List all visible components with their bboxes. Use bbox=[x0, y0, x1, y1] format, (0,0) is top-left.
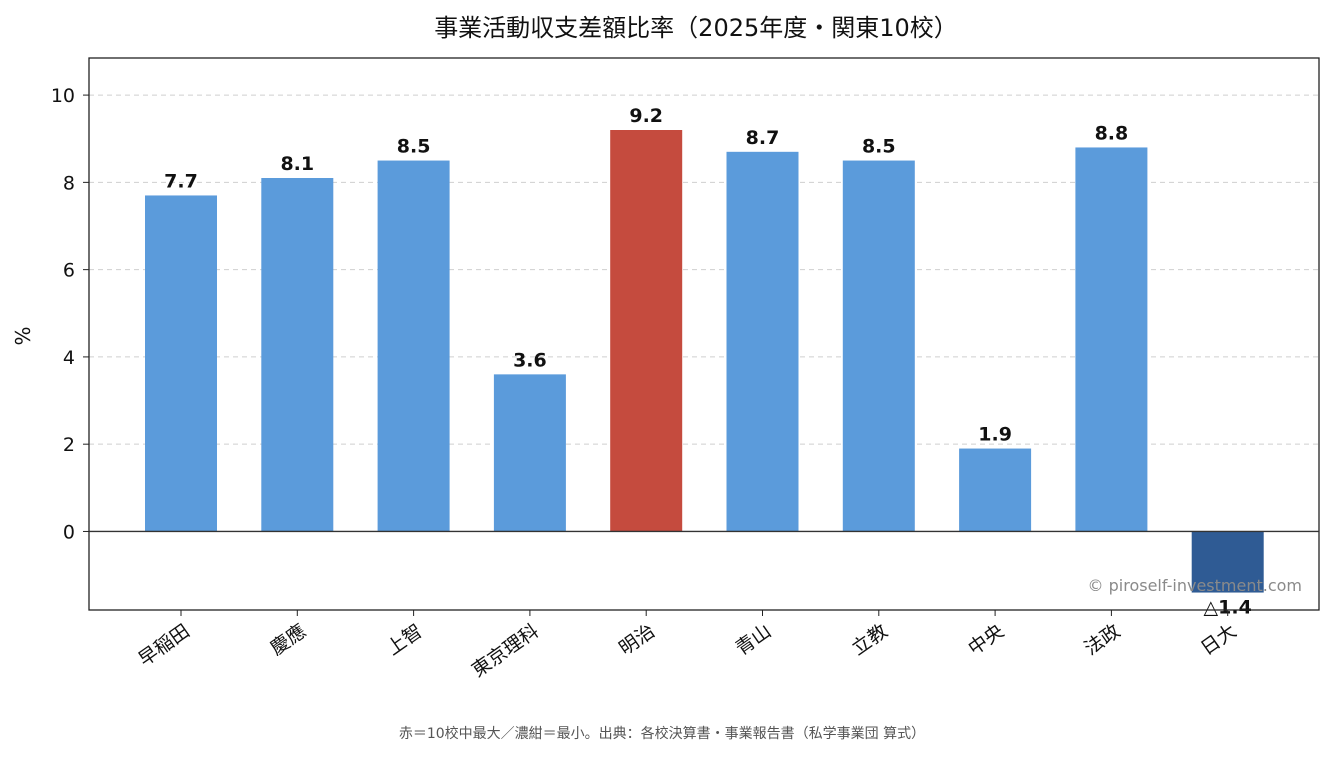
bar bbox=[1075, 147, 1148, 532]
footnote: 赤＝10校中最大／濃紺＝最小。出典：各校決算書・事業報告書（私学事業団 算式） bbox=[399, 725, 925, 742]
x-tick-label: 明治 bbox=[615, 620, 659, 660]
y-axis-label: % bbox=[11, 326, 35, 345]
bar-value-label: 7.7 bbox=[164, 170, 198, 192]
bars: 7.7 8.1 8.5 3.6 9.2 8.7 8.5 1.9 8.8 △1.4 bbox=[145, 105, 1264, 619]
y-tick-label: 0 bbox=[63, 521, 75, 543]
grid-lines bbox=[89, 94, 1319, 445]
bar bbox=[726, 151, 799, 532]
bar bbox=[261, 178, 334, 532]
bar-value-label: 3.6 bbox=[513, 349, 547, 371]
y-tick-label: 10 bbox=[51, 85, 75, 107]
bar-value-label: 8.7 bbox=[746, 127, 780, 149]
plot-frame bbox=[88, 57, 1320, 611]
bar-value-label: 8.5 bbox=[862, 136, 896, 158]
bar bbox=[493, 374, 566, 532]
x-tick-label: 中央 bbox=[964, 620, 1008, 660]
bar bbox=[959, 448, 1032, 532]
bar-value-label: 8.8 bbox=[1095, 122, 1129, 144]
bar-value-label: △1.4 bbox=[1204, 597, 1252, 619]
y-tick-label: 2 bbox=[63, 434, 75, 456]
bar bbox=[610, 130, 683, 532]
y-tick-label: 6 bbox=[63, 260, 75, 282]
bar bbox=[842, 160, 915, 532]
bar bbox=[377, 160, 450, 532]
bar bbox=[145, 195, 217, 532]
y-tick-label: 8 bbox=[63, 172, 75, 194]
y-tick-label: 4 bbox=[63, 347, 75, 369]
x-tick-label: 上智 bbox=[383, 620, 427, 660]
bar-value-label: 8.5 bbox=[397, 136, 431, 158]
chart-title: 事業活動収支差額比率（2025年度・関東10校） bbox=[434, 14, 958, 42]
x-tick-label: 東京理科 bbox=[468, 620, 543, 682]
bar-value-label: 1.9 bbox=[978, 424, 1012, 446]
bar bbox=[1191, 531, 1264, 593]
x-tick-label: 早稲田 bbox=[135, 620, 194, 671]
x-tick-label: 慶應 bbox=[266, 619, 310, 660]
x-tick-label: 日大 bbox=[1197, 620, 1241, 660]
x-tick-label: 法政 bbox=[1081, 620, 1125, 660]
x-axis: 早稲田 慶應 上智 東京理科 明治 青山 立教 中央 法政 日大 bbox=[135, 610, 1241, 682]
y-axis: 0 2 4 6 8 10 bbox=[51, 85, 89, 543]
bar-value-label: 8.1 bbox=[280, 153, 314, 175]
watermark: © piroself-investment.com bbox=[1088, 576, 1302, 595]
bar-value-label: 9.2 bbox=[629, 105, 663, 127]
x-tick-label: 青山 bbox=[732, 620, 776, 660]
x-tick-label: 立教 bbox=[848, 620, 892, 660]
